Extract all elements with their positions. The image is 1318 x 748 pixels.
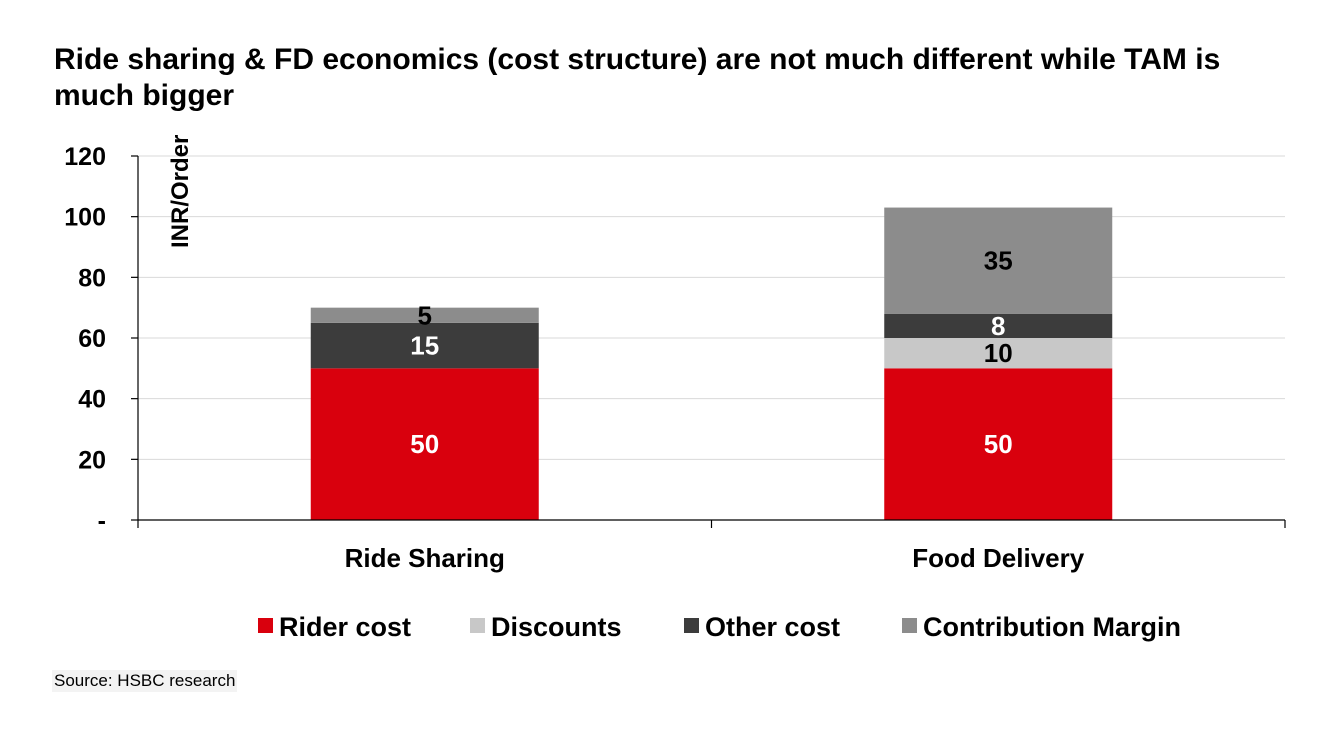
legend-label: Rider cost xyxy=(279,612,411,642)
y-tick-label: - xyxy=(98,507,106,535)
y-tick-label: 80 xyxy=(78,264,106,292)
data-label: 8 xyxy=(991,311,1005,341)
legend-swatch-rider-cost xyxy=(258,618,273,633)
y-tick-label: 20 xyxy=(78,446,106,474)
source-note: Source: HSBC research xyxy=(52,670,238,692)
bar-other-cost xyxy=(310,322,539,369)
legend-label: Other cost xyxy=(705,612,840,642)
data-label: 50 xyxy=(984,429,1013,459)
bar-other-cost xyxy=(884,313,1113,338)
y-tick-label: 120 xyxy=(64,143,106,171)
bar-contribution-margin xyxy=(310,307,539,323)
x-category-label: Food Delivery xyxy=(912,543,1084,573)
legend: Rider cost Discounts Other cost Contributio… xyxy=(258,612,1181,642)
data-label: 5 xyxy=(418,300,432,330)
legend-swatch-discounts xyxy=(470,618,485,633)
legend-swatch-contribution-margin xyxy=(902,618,917,633)
y-axis-label: INR/Order xyxy=(167,135,194,248)
chart-title: Ride sharing & FD economics (cost struct… xyxy=(54,43,1221,112)
data-label: 10 xyxy=(984,338,1013,368)
grid-lines xyxy=(138,155,1285,460)
y-tick-label: 60 xyxy=(78,325,106,353)
y-tick-label: 100 xyxy=(64,204,106,232)
data-label: 15 xyxy=(410,331,439,361)
bar-rider-cost xyxy=(884,368,1113,520)
data-label: 50 xyxy=(410,429,439,459)
data-labels: 50 155 50 108 35 xyxy=(410,246,1012,460)
legend-label: Contribution Margin xyxy=(923,612,1181,642)
legend-swatch-other-cost xyxy=(684,618,699,633)
bars xyxy=(310,207,1113,520)
bar-contribution-margin xyxy=(884,207,1113,314)
x-category-label: Ride Sharing xyxy=(345,543,505,573)
bar-discounts xyxy=(884,338,1113,369)
data-label: 35 xyxy=(984,246,1013,276)
bar-rider-cost xyxy=(310,368,539,520)
legend-label: Discounts xyxy=(491,612,622,642)
axes: - 20 40 60 80 100 120 Ride Sharing Food Delivery xyxy=(64,143,1286,573)
y-tick-label: 40 xyxy=(78,386,106,414)
